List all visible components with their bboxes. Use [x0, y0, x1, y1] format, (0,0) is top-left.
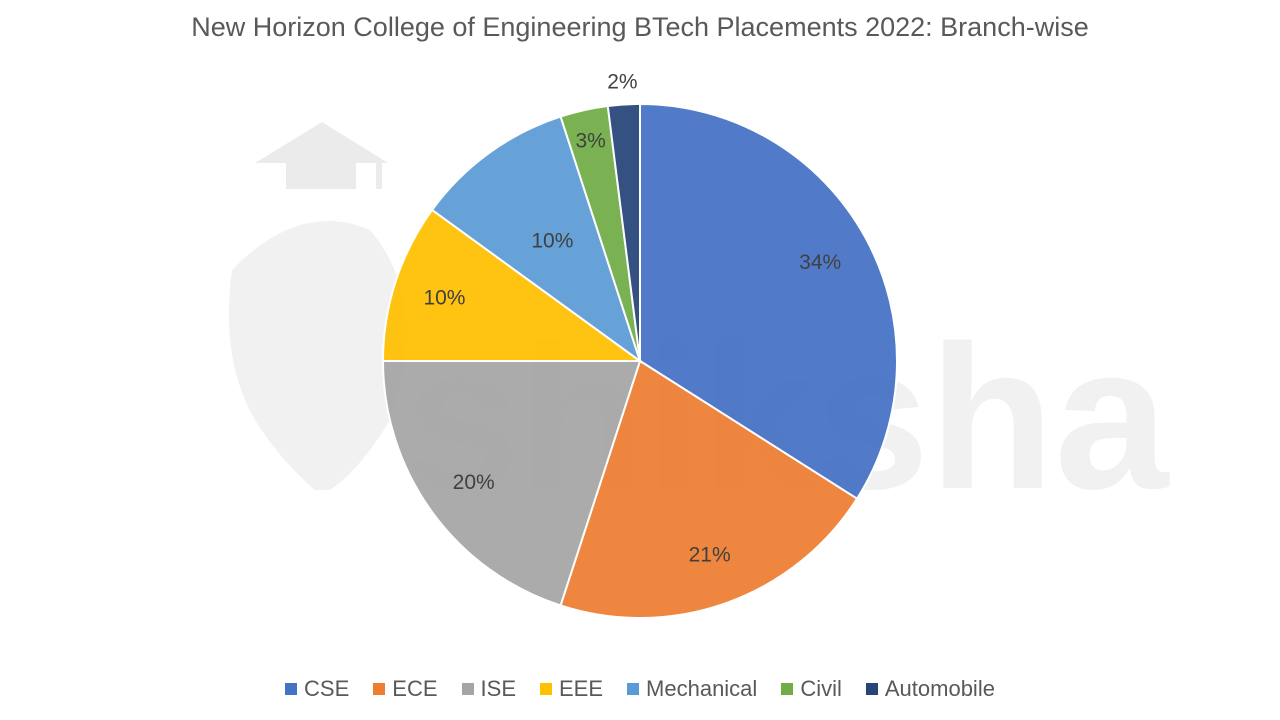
legend-label-ece: ECE: [392, 676, 438, 701]
legend-item-civil: Civil: [781, 676, 842, 702]
legend-item-automobile: Automobile: [865, 676, 995, 702]
slice-label-civil: 3%: [575, 129, 605, 152]
legend-item-ise: ISE: [461, 676, 516, 702]
legend-item-ece: ECE: [373, 676, 438, 702]
legend-label-automobile: Automobile: [884, 676, 995, 701]
legend-swatch-ise: [461, 683, 474, 695]
legend-label-cse: CSE: [304, 676, 350, 701]
legend-swatch-mechanical: [627, 683, 640, 695]
pie-slices: [381, 102, 898, 619]
slice-label-cse: 34%: [799, 251, 841, 274]
slice-label-ise: 20%: [453, 471, 495, 494]
pie-slice-labels: 34% 21% 20% 10% 10% 3% 2%: [423, 70, 841, 566]
legend-label-civil: Civil: [800, 676, 842, 701]
pie-slice-ece: [559, 359, 859, 619]
slice-label-automobile: 2%: [607, 70, 637, 93]
chart-title: New Horizon College of Engineering BTech…: [191, 12, 1089, 42]
pie-slice-mechanical: [430, 115, 642, 364]
slice-label-eee: 10%: [423, 286, 465, 309]
legend-item-cse: CSE: [285, 676, 349, 702]
legend-label-mechanical: Mechanical: [646, 676, 758, 701]
legend-swatch-cse: [285, 683, 298, 695]
legend-swatch-ece: [373, 683, 386, 695]
pie-slice-eee: [381, 208, 644, 362]
slice-label-mechanical: 10%: [531, 229, 573, 252]
legend-swatch-civil: [781, 683, 794, 695]
pie-slice-automobile: [606, 102, 641, 362]
legend-label-eee: EEE: [559, 676, 604, 701]
legend: CSE ECE ISE EEE Mechanical Civil Automobile: [0, 676, 1280, 702]
legend-swatch-eee: [540, 683, 552, 695]
pie-slice-cse: [639, 102, 898, 501]
slice-label-ece: 21%: [689, 543, 731, 566]
legend-item-mechanical: Mechanical: [627, 676, 757, 702]
legend-item-eee: EEE: [540, 676, 603, 702]
legend-swatch-automobile: [865, 683, 878, 695]
legend-label-ise: ISE: [480, 676, 516, 701]
watermark-logo-icon: [228, 122, 406, 490]
pie-slice-ise: [381, 360, 642, 607]
